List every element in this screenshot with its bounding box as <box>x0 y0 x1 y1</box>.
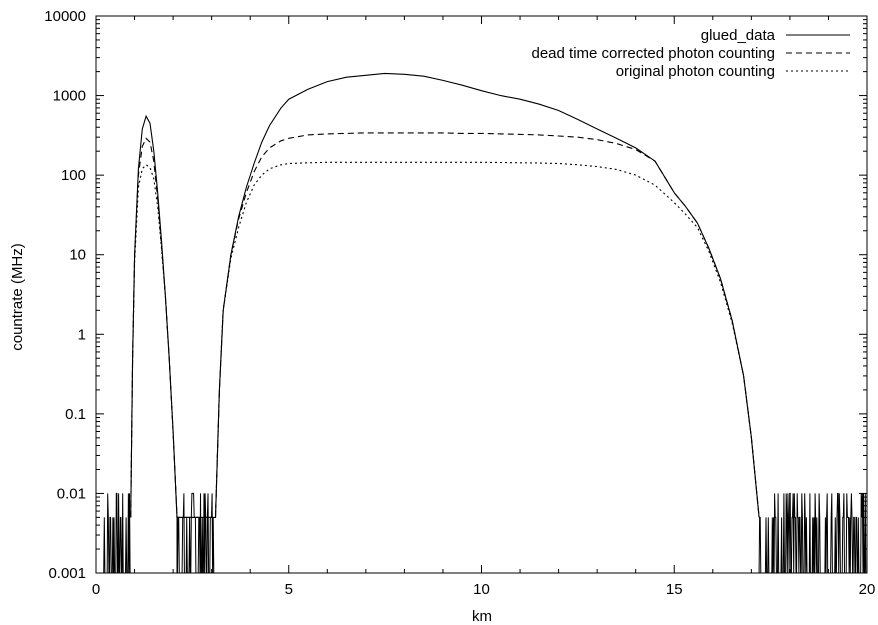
legend-label: original photon counting <box>616 63 775 80</box>
y-tick-label: 0.01 <box>57 485 86 502</box>
y-tick-label: 0.001 <box>48 565 86 582</box>
x-tick-label: 0 <box>92 581 100 598</box>
x-axis-title: km <box>472 608 492 625</box>
series-layer <box>130 72 760 518</box>
x-tick-label: 10 <box>473 581 490 598</box>
y-tick-label: 1000 <box>53 88 86 105</box>
y-axis: 0.001 0.01 0.1 1 10 100 1000 10000 <box>44 8 867 582</box>
x-tick-label: 20 <box>859 581 876 598</box>
y-tick-label: 10000 <box>44 8 86 25</box>
y-axis-title: countrate (MHz) <box>9 243 26 351</box>
series-line-2 <box>130 132 760 518</box>
y-tick-label: 10 <box>69 247 86 264</box>
legend-label: glued_data <box>701 27 776 44</box>
y-tick-label: 100 <box>61 167 86 184</box>
x-axis: 0 5 10 15 20 <box>92 16 876 598</box>
y-tick-label: 0.1 <box>65 406 86 423</box>
y-tick-label: 1 <box>78 326 86 343</box>
legend-label: dead time corrected photon counting <box>532 45 776 62</box>
x-tick-label: 5 <box>285 581 293 598</box>
x-tick-label: 15 <box>666 581 683 598</box>
noise-floor-trace <box>103 492 131 574</box>
